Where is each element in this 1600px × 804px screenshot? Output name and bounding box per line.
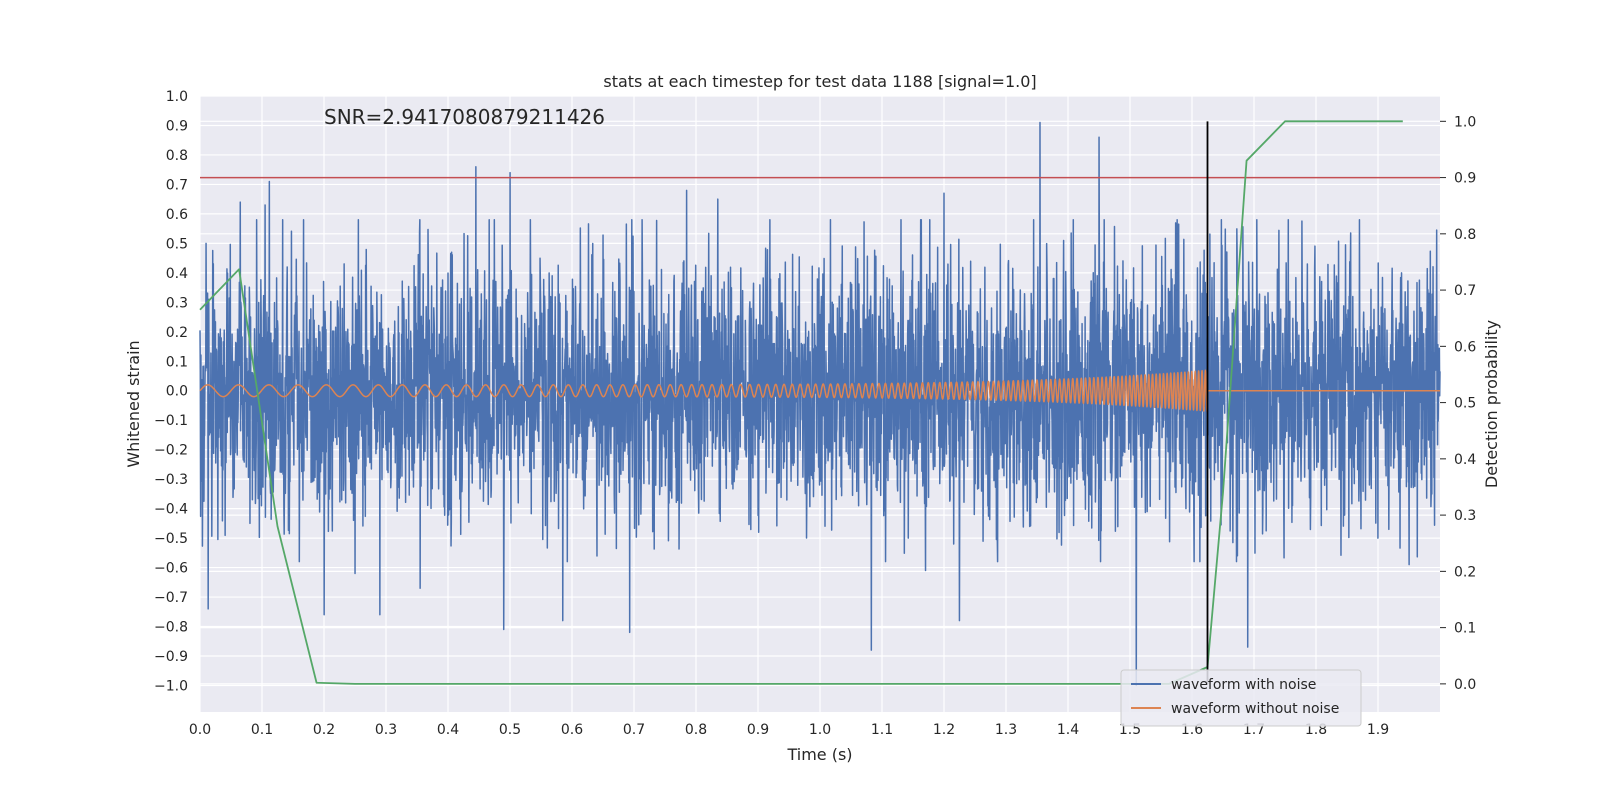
y2-tick-label: 1.0 [1454, 114, 1476, 130]
y-tick-label: −0.5 [154, 531, 188, 547]
y-tick-label: 0.4 [166, 266, 188, 282]
y-tick-label: 0.9 [166, 118, 188, 134]
y-tick-label: 0.0 [166, 384, 188, 400]
legend-label-without-noise: waveform without noise [1171, 701, 1339, 717]
y2-tick-label: 0.2 [1454, 564, 1476, 580]
x-tick-label: 1.4 [1057, 722, 1079, 738]
y2-axis-label: Detection probability [1482, 320, 1501, 488]
y2-tick-label: 0.6 [1454, 339, 1476, 355]
x-tick-label: 1.9 [1367, 722, 1389, 738]
ticks-layer: 0.0 0.1 0.2 0.3 0.4 0.5 0.6 0.7 0.8 0.9 1.0 1.1 1.2 1… [154, 89, 1476, 738]
y-tick-label: 0.7 [166, 177, 188, 193]
y-tick-label: 0.5 [166, 236, 188, 252]
x-tick-label: 0.5 [499, 722, 521, 738]
series-detection-probability [199, 120, 1403, 685]
y-tick-label: 0.3 [166, 295, 188, 311]
x-tick-label: 1.1 [871, 722, 893, 738]
legend-label-with-noise: waveform with noise [1171, 677, 1316, 693]
x-axis-label: Time (s) [786, 745, 852, 764]
y-tick-label: −0.3 [154, 472, 188, 488]
y-tick-label: 0.1 [166, 354, 188, 370]
x-tick-label: 0.7 [623, 722, 645, 738]
x-tick-label: 0.4 [437, 722, 459, 738]
y-tick-label: 0.8 [166, 148, 188, 164]
y-tick-label: −0.6 [154, 561, 188, 577]
y-tick-label: −0.9 [154, 649, 188, 665]
x-tick-label: 0.2 [313, 722, 335, 738]
snr-annotation: SNR=2.9417080879211426 [324, 105, 605, 129]
y-tick-label: 0.6 [166, 207, 188, 223]
x-tick-label: 0.6 [561, 722, 583, 738]
x-tick-label: 0.3 [375, 722, 397, 738]
y2-tick-label: 0.7 [1454, 283, 1476, 299]
y2-tick-label: 0.5 [1454, 396, 1476, 412]
y-axis-label: Whitened strain [124, 340, 143, 467]
y2-tick-label: 0.8 [1454, 227, 1476, 243]
x-tick-label: 0.8 [685, 722, 707, 738]
x-tick-label: 1.0 [809, 722, 831, 738]
y-tick-label: −1.0 [154, 678, 188, 694]
x-tick-label: 1.3 [995, 722, 1017, 738]
y2-tick-label: 0.4 [1454, 452, 1476, 468]
y-tick-label: −0.7 [154, 590, 188, 606]
y2-tick-label: 0.1 [1454, 621, 1476, 637]
y-tick-label: −0.8 [154, 620, 188, 636]
y2-tick-label: 0.9 [1454, 171, 1476, 187]
y-tick-label: −0.4 [154, 502, 188, 518]
y-tick-label: −0.1 [154, 413, 188, 429]
y2-tick-label: 0.3 [1454, 508, 1476, 524]
x-tick-label: 1.2 [933, 722, 955, 738]
y-tick-label: 1.0 [166, 89, 188, 105]
y2-tick-label: 0.0 [1454, 677, 1476, 693]
y-tick-label: 0.2 [166, 325, 188, 341]
y-tick-label: −0.2 [154, 443, 188, 459]
series-waveform-without-noise [199, 369, 1441, 413]
legend-box [1120, 669, 1362, 727]
x-tick-label: 0.1 [251, 722, 273, 738]
chart-title: stats at each timestep for test data 118… [603, 72, 1036, 91]
x-tick-label: 0.9 [747, 722, 769, 738]
x-tick-label: 0.0 [189, 722, 211, 738]
legend: waveform with noise waveform without noi… [1120, 669, 1362, 727]
series-layer [199, 120, 1441, 687]
